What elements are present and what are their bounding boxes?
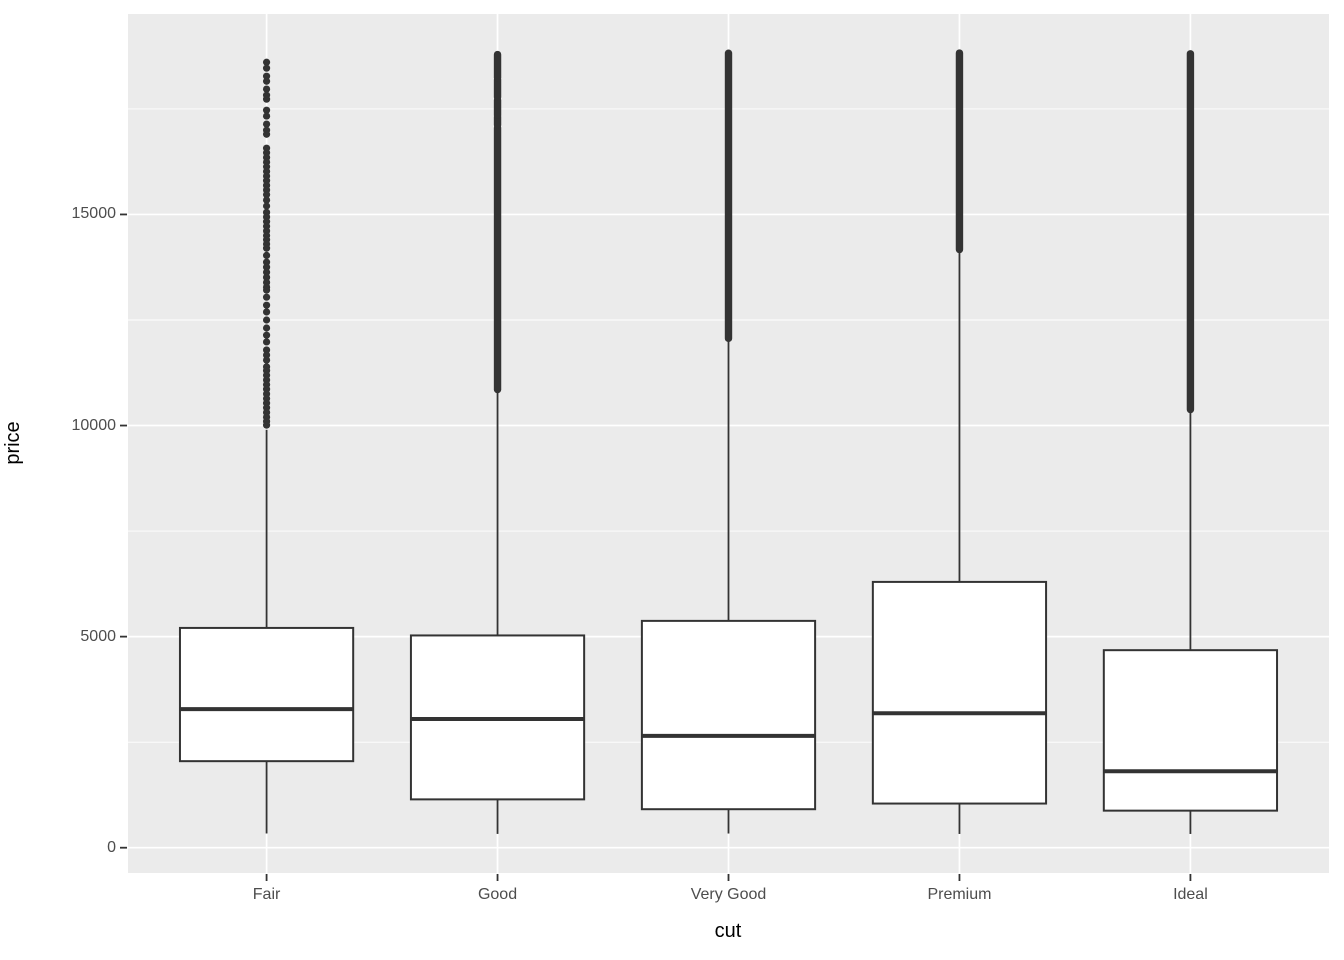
outlier-point-fair (262, 346, 271, 354)
y-tick-label-10000: 10000 (71, 416, 117, 434)
outlier-point-fair (262, 356, 271, 364)
outlier-point-fair (262, 351, 271, 359)
outlier-point-fair (262, 258, 271, 266)
x-tick-label-fair: Fair (252, 886, 281, 903)
x-tick-label-premium: Premium (927, 886, 992, 903)
outlier-point-fair (262, 338, 271, 346)
outlier-point-fair (262, 72, 271, 80)
outlier-point-fair (262, 293, 271, 301)
y-axis-title: price (2, 421, 24, 465)
outlier-point-fair (262, 273, 271, 281)
x-axis-title: cut (714, 920, 742, 942)
y-tick-label-5000: 5000 (80, 627, 116, 645)
outlier-point-fair (262, 301, 271, 309)
outlier-point-fair (262, 106, 271, 114)
box-ideal (1102, 649, 1279, 812)
outlier-point-fair (262, 77, 271, 85)
outlier-point-fair (262, 196, 271, 204)
outlier-point-fair (262, 308, 271, 316)
outlier-point-fair (262, 120, 271, 128)
outlier-point-fair (262, 286, 271, 294)
outlier-point-fair (262, 331, 271, 339)
outlier-point-fair (262, 324, 271, 332)
box-fair (178, 626, 355, 763)
outlier-point-fair (262, 64, 271, 72)
outlier-point-fair (262, 202, 271, 210)
outlier-point-fair (262, 58, 271, 66)
x-tick-label-ideal: Ideal (1173, 886, 1208, 903)
outlier-point-fair (262, 130, 271, 138)
y-tick-label-0: 0 (107, 838, 116, 856)
outlier-point-fair (262, 251, 271, 259)
outlier-point-fair (262, 95, 271, 103)
outlier-point-fair (262, 85, 271, 93)
outlier-point-fair (262, 263, 271, 271)
outlier-point-fair (262, 191, 271, 199)
outlier-point-fair (262, 316, 271, 324)
outlier-point-fair (262, 268, 271, 276)
box-very-good (640, 619, 817, 811)
outlier-point-fair (262, 112, 271, 120)
box-premium (871, 580, 1048, 805)
outlier-point-fair (262, 244, 271, 252)
x-tick-label-good: Good (477, 886, 518, 903)
y-tick-label-15000: 15000 (71, 205, 117, 223)
x-tick-label-very-good: Very Good (690, 886, 767, 903)
outlier-point-fair (262, 421, 271, 429)
